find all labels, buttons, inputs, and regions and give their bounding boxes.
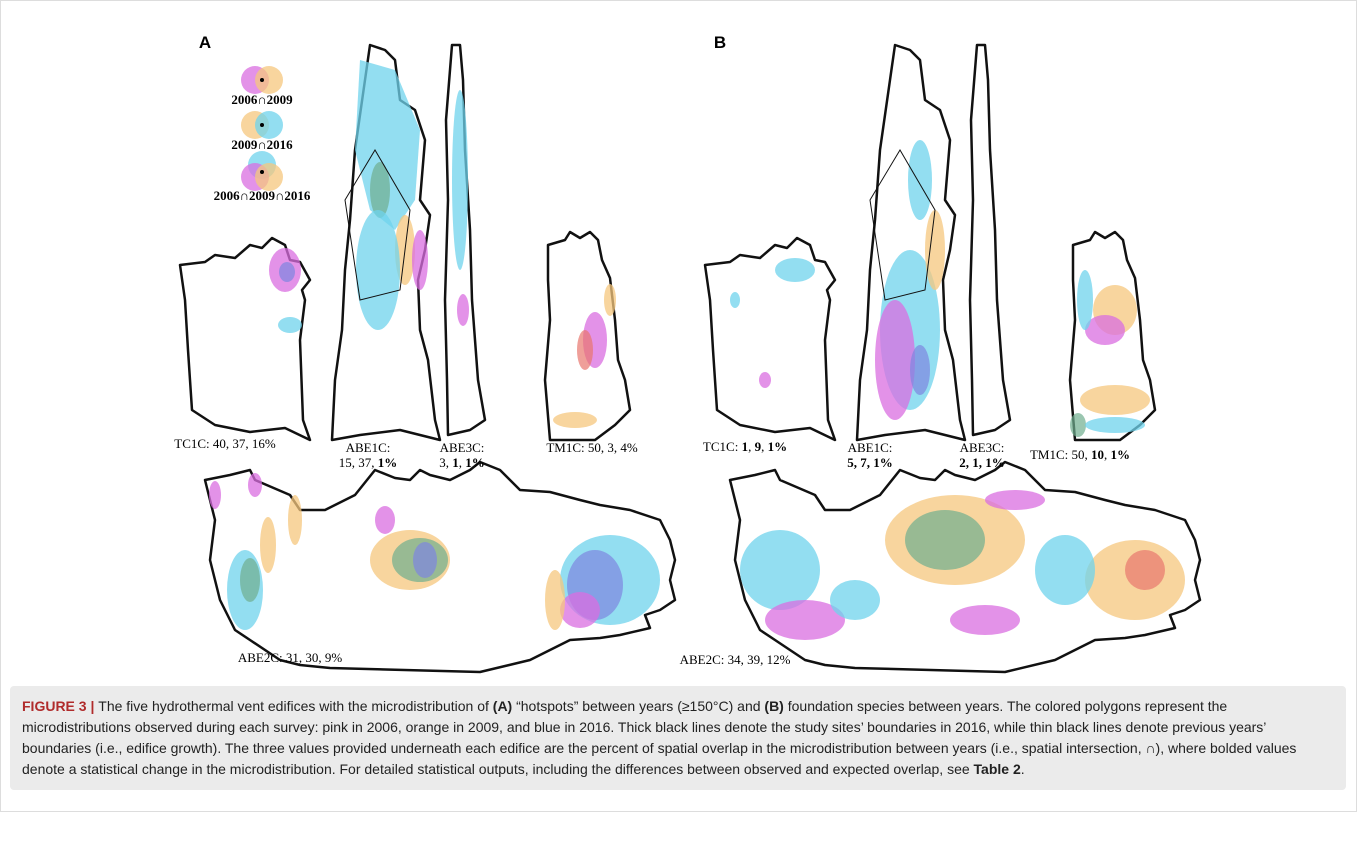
- label-segment: 1%: [465, 455, 485, 470]
- caption-segment: “hotspots” between years (≥150°C) and: [512, 698, 764, 714]
- label-segment: 2, 1, 1%: [959, 455, 1005, 470]
- edifice-label: ABE2C: 34, 39, 12%: [680, 652, 791, 667]
- label-segment: 10: [1091, 447, 1104, 462]
- label-segment: TC1C: 40, 37, 16%: [174, 436, 276, 451]
- edifice-label: ABE1C:: [848, 440, 893, 455]
- label-segment: TM1C: 50, 3, 4%: [546, 440, 638, 455]
- label-segment: TM1C: 50,: [1030, 447, 1091, 462]
- page: A 2006∩2009 2009∩2016 2006∩2009∩2016 TC1C: 4…: [0, 0, 1357, 850]
- label-segment: ABE2C: 31, 30, 9%: [238, 650, 343, 665]
- venn-label: 2006∩2009∩2016: [214, 188, 311, 203]
- label-segment: ABE1C:: [346, 440, 391, 455]
- edifice-label: TM1C: 50, 10, 1%: [1030, 447, 1130, 462]
- edifice-label: 5, 7, 1%: [847, 455, 893, 470]
- edifice-label: 2, 1, 1%: [959, 455, 1005, 470]
- caption-segment: .: [1021, 761, 1025, 777]
- venn-icons: [241, 66, 283, 191]
- figure-caption: FIGURE 3 | The five hydrothermal vent ed…: [10, 686, 1346, 790]
- panel-b-maps: [705, 45, 1200, 672]
- edifice-label: ABE1C:: [346, 440, 391, 455]
- caption-segment: Table 2: [974, 761, 1021, 777]
- label-segment: ABE1C:: [848, 440, 893, 455]
- label-segment: TC1C:: [703, 439, 742, 454]
- label-segment: 3,: [439, 455, 452, 470]
- edifice-label: 15, 37, 1%: [339, 455, 398, 470]
- panel-letter: A: [199, 33, 211, 52]
- edifice-label: 3, 1, 1%: [439, 455, 485, 470]
- caption-segment: (A): [493, 698, 512, 714]
- edifice-label: TM1C: 50, 3, 4%: [546, 440, 638, 455]
- label-segment: 5, 7, 1%: [847, 455, 893, 470]
- label-segment: 15, 37,: [339, 455, 378, 470]
- label-segment: 1%: [1111, 447, 1131, 462]
- edifice-label: ABE3C:: [960, 440, 1005, 455]
- venn-label: 2006∩2009: [231, 92, 293, 107]
- label-segment: 1%: [378, 455, 398, 470]
- label-segment: ABE3C:: [440, 440, 485, 455]
- edifice-label: TC1C: 1, 9, 1%: [703, 439, 787, 454]
- label-segment: ABE3C:: [960, 440, 1005, 455]
- caption-segment: (B): [764, 698, 783, 714]
- panel-letter: B: [714, 33, 726, 52]
- venn-label: 2009∩2016: [231, 137, 293, 152]
- figure: A 2006∩2009 2009∩2016 2006∩2009∩2016 TC1C: 4…: [0, 0, 1357, 684]
- edifice-label: ABE3C:: [440, 440, 485, 455]
- edifice-label: ABE2C: 31, 30, 9%: [238, 650, 343, 665]
- caption-segment: The five hydrothermal vent edifices with…: [98, 698, 493, 714]
- caption-segment: FIGURE 3 |: [22, 698, 98, 714]
- label-segment: ABE2C: 34, 39, 12%: [680, 652, 791, 667]
- label-segment: 1%: [768, 439, 788, 454]
- edifice-label: TC1C: 40, 37, 16%: [174, 436, 276, 451]
